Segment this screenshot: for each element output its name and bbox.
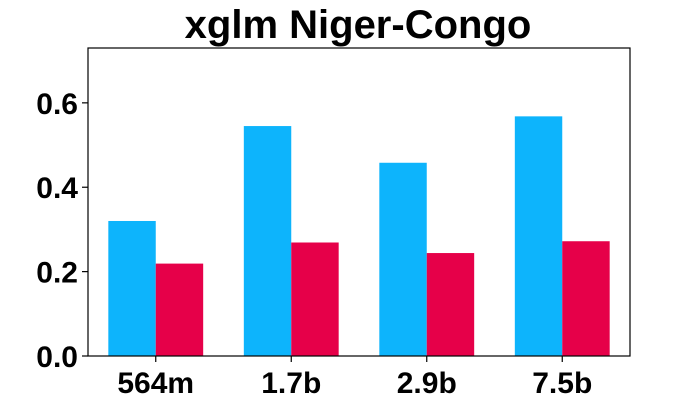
- bar-1.7b-series-2: [291, 242, 339, 356]
- x-tick-label: 564m: [117, 367, 194, 400]
- bar-2.9b-series-2: [426, 253, 475, 356]
- y-tick-label: 0.2: [36, 257, 78, 290]
- bar-564m-series-1: [108, 220, 156, 356]
- y-tick-label: 0.0: [36, 341, 78, 374]
- bar-564m-series-2: [155, 263, 204, 356]
- y-axis: 0.0 0.2 0.4 0.6: [36, 88, 88, 374]
- bars-group: [108, 116, 610, 357]
- x-tick-label: 2.9b: [397, 367, 457, 400]
- y-tick-label: 0.4: [36, 172, 78, 205]
- bar-7.5b-series-1: [514, 116, 563, 357]
- bar-2.9b-series-1: [379, 162, 427, 356]
- x-axis: 564m 1.7b 2.9b 7.5b: [117, 356, 592, 400]
- bar-7.5b-series-2: [562, 241, 610, 356]
- bar-1.7b-series-1: [243, 126, 292, 356]
- y-tick-label: 0.6: [36, 88, 78, 121]
- x-tick-label: 7.5b: [532, 367, 592, 400]
- x-tick-label: 1.7b: [261, 367, 321, 400]
- plot-frame: [87, 47, 631, 357]
- chart-title: xglm Niger-Congo: [185, 3, 532, 47]
